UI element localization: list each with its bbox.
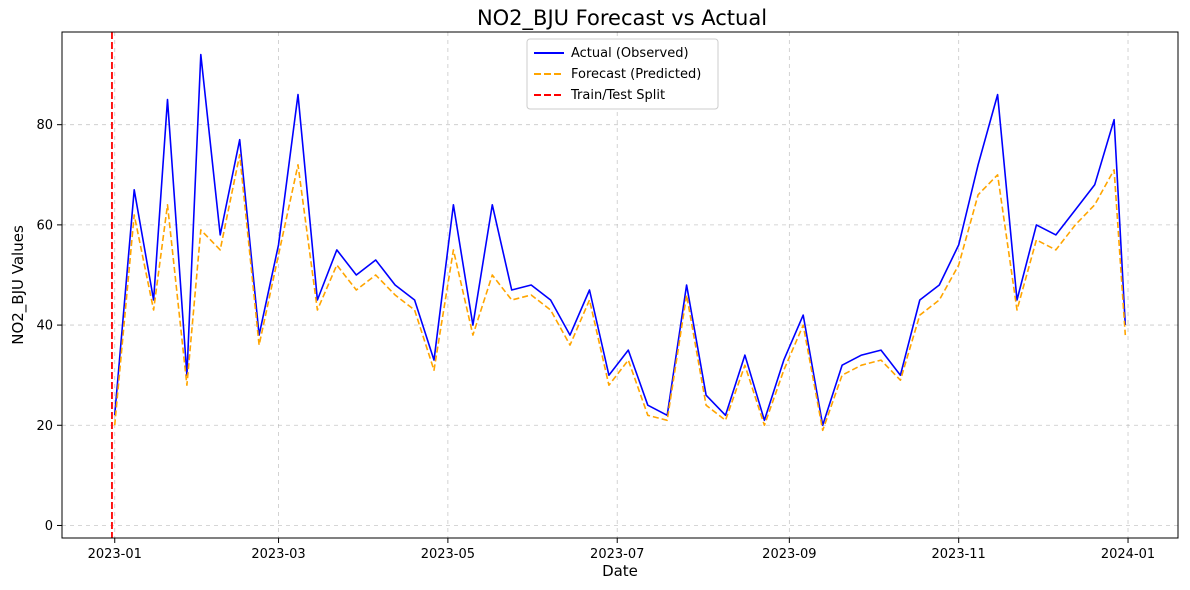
plot-frame — [61, 31, 1179, 539]
x-tick-label: 2023-07 — [590, 547, 644, 562]
legend-label-split: Train/Test Split — [570, 88, 665, 103]
y-tick-label: 0 — [45, 519, 53, 534]
actual-series-line — [113, 53, 1127, 427]
legend-label-forecast: Forecast (Predicted) — [571, 67, 701, 82]
y-tick-label: 20 — [36, 419, 53, 434]
legend: Actual (Observed) Forecast (Predicted) T… — [526, 38, 719, 110]
x-tick-label: 2023-05 — [421, 547, 475, 562]
x-axis: 2023-01 2023-03 2023-05 2023-07 2023-09 2023-… — [88, 538, 1155, 562]
x-tick-label: 2023-11 — [932, 547, 986, 562]
forecast-series-line — [113, 153, 1127, 432]
x-axis-label: Date — [602, 562, 638, 580]
x-tick-label: 2023-09 — [762, 547, 816, 562]
x-tick-label: 2023-01 — [88, 547, 142, 562]
y-tick-label: 80 — [36, 118, 53, 133]
chart-title: NO2_BJU Forecast vs Actual — [477, 6, 767, 31]
legend-label-actual: Actual (Observed) — [571, 46, 689, 61]
y-tick-label: 60 — [36, 218, 53, 233]
y-axis: 0 20 40 60 80 — [36, 118, 62, 534]
y-axis-label: NO2_BJU Values — [9, 225, 28, 345]
x-tick-label: 2024-01 — [1101, 547, 1155, 562]
x-tick-label: 2023-03 — [251, 547, 305, 562]
y-tick-label: 40 — [36, 319, 53, 334]
plot-area — [111, 32, 1127, 538]
legend-box — [526, 38, 719, 110]
